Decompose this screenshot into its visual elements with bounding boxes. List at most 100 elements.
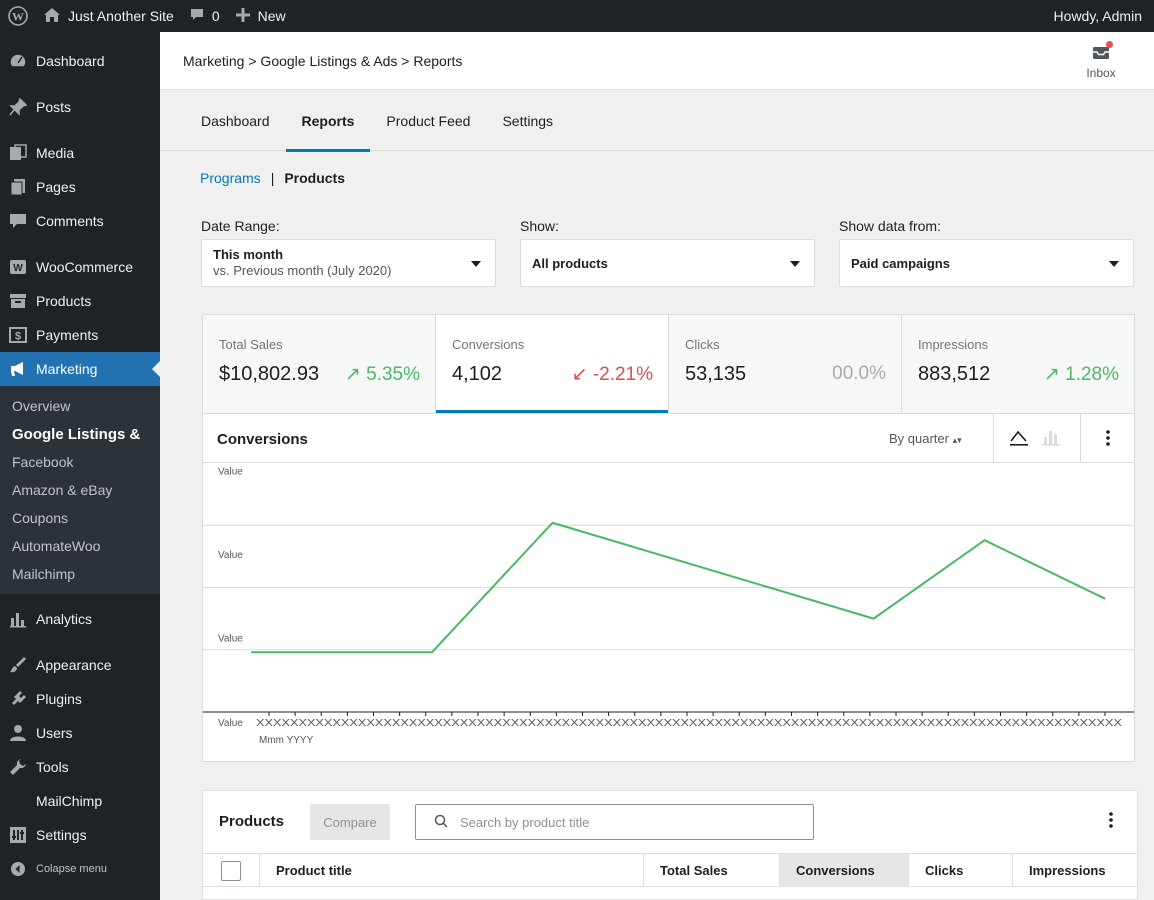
sidebar-item-media[interactable]: Media xyxy=(0,136,160,170)
metric-value: 883,512 xyxy=(918,363,991,385)
comment-bubble-icon xyxy=(190,8,204,25)
wordpress-logo-icon[interactable]: W xyxy=(0,0,36,32)
megaphone-icon xyxy=(8,359,28,379)
sidebar-item-users[interactable]: Users xyxy=(0,716,160,750)
more-options-icon[interactable] xyxy=(1097,427,1119,449)
arrow-down-left-icon: ↙ xyxy=(571,364,588,385)
chart-header: Conversions By quarter ▴▾ xyxy=(203,414,1134,463)
report-subnav: Programs | Products xyxy=(200,170,345,186)
woocommerce-icon: W xyxy=(8,257,28,277)
line-chart-icon[interactable] xyxy=(1008,427,1030,449)
x-sublabel: Mmm YYYY xyxy=(259,735,314,746)
conversions-series-line xyxy=(251,521,1106,654)
tab-product-feed[interactable]: Product Feed xyxy=(386,112,471,129)
svg-text:W: W xyxy=(12,10,24,24)
compare-button[interactable]: Compare xyxy=(310,804,390,840)
summary-impressions[interactable]: Impressions 883,512 ↗ 1.28% xyxy=(902,315,1134,413)
page-header: Marketing > Google Listings & Ads > Repo… xyxy=(160,32,1154,90)
plus-icon xyxy=(235,7,250,25)
metric-delta: ↗ 5.35% xyxy=(344,364,420,385)
select-all-cell xyxy=(203,854,260,887)
sidebar-item-woocommerce[interactable]: W WooCommerce xyxy=(0,250,160,284)
comments-icon xyxy=(8,211,28,231)
more-options-icon[interactable] xyxy=(1109,811,1113,834)
collapse-menu-button[interactable]: Colapse menu xyxy=(0,852,160,886)
sidebar-item-label: Analytics xyxy=(36,611,93,627)
sidebar-item-mailchimp[interactable]: MailChimp xyxy=(0,784,160,818)
search-icon xyxy=(434,814,448,831)
column-header-impressions[interactable]: Impressions xyxy=(1029,863,1106,878)
data-source-dropdown[interactable]: Paid campaigns xyxy=(839,239,1134,287)
bar-chart-icon[interactable] xyxy=(1040,427,1062,449)
sidebar-item-analytics[interactable]: Analytics xyxy=(0,602,160,636)
product-search-input[interactable]: Search by product title xyxy=(415,804,814,840)
sidebar-item-label: Payments xyxy=(36,327,99,343)
inbox-button[interactable]: Inbox xyxy=(1076,41,1126,80)
submenu-item-overview[interactable]: Overview xyxy=(12,398,71,414)
tab-settings[interactable]: Settings xyxy=(502,112,554,129)
divider xyxy=(993,414,994,463)
admin-sidebar: Dashboard Posts Media Pages Comments W W… xyxy=(0,32,160,900)
date-range-compare: vs. Previous month (July 2020) xyxy=(213,263,392,278)
table-title: Products xyxy=(219,813,285,830)
site-name: Just Another Site xyxy=(68,8,174,24)
summary-conversions[interactable]: Conversions 4,102 ↙ -2.21% xyxy=(436,315,669,413)
column-header-total-sales[interactable]: Total Sales xyxy=(644,854,780,887)
search-placeholder: Search by product title xyxy=(460,814,590,830)
sidebar-item-tools[interactable]: Tools xyxy=(0,750,160,784)
new-content-link[interactable]: New xyxy=(228,0,294,32)
sidebar-item-dashboard[interactable]: Dashboard xyxy=(0,44,160,78)
chevron-down-icon xyxy=(471,261,481,267)
date-range-label: Date Range: xyxy=(201,218,280,234)
sidebar-item-products[interactable]: Products xyxy=(0,284,160,318)
interval-select[interactable]: By quarter ▴▾ xyxy=(889,431,962,446)
arrow-up-right-icon: ↗ xyxy=(344,364,361,385)
sidebar-item-plugins[interactable]: Plugins xyxy=(0,682,160,716)
sidebar-item-comments[interactable]: Comments xyxy=(0,204,160,238)
comments-link[interactable]: 0 xyxy=(182,0,228,32)
metric-value: $10,802.93 xyxy=(219,363,320,385)
sidebar-item-settings[interactable]: Settings xyxy=(0,818,160,852)
y-tick-label: Value xyxy=(218,718,243,729)
submenu-item-mailchimp[interactable]: Mailchimp xyxy=(12,566,76,582)
conversions-line-chart: Value Value Value Value XXXXXXXXXXXXXXXXXXXX… xyxy=(203,466,1134,746)
select-all-checkbox[interactable] xyxy=(221,860,241,881)
date-range-dropdown[interactable]: This month vs. Previous month (July 2020… xyxy=(201,239,496,287)
metric-label: Conversions xyxy=(452,337,525,352)
submenu-item-coupons[interactable]: Coupons xyxy=(12,510,69,526)
submenu-item-automatewoo[interactable]: AutomateWoo xyxy=(12,538,101,554)
summary-numbers: Total Sales $10,802.93 ↗ 5.35% Conversio… xyxy=(202,314,1135,414)
metric-label: Clicks xyxy=(685,337,720,352)
sidebar-item-label: Media xyxy=(36,145,75,161)
media-icon xyxy=(8,143,28,163)
payments-icon: $ xyxy=(8,325,28,345)
column-header-conversions[interactable]: Conversions xyxy=(780,854,909,887)
sidebar-item-label: Products xyxy=(36,293,92,309)
new-label: New xyxy=(257,8,286,24)
settings-icon xyxy=(8,825,28,845)
site-name-link[interactable]: Just Another Site xyxy=(36,0,182,32)
tab-dashboard[interactable]: Dashboard xyxy=(201,112,270,129)
sidebar-item-payments[interactable]: $ Payments xyxy=(0,318,160,352)
submenu-item-google-listings[interactable]: Google Listings & xyxy=(12,425,141,443)
sidebar-item-marketing[interactable]: Marketing xyxy=(0,352,160,386)
submenu-item-amazon-ebay[interactable]: Amazon & eBay xyxy=(12,482,113,498)
divider xyxy=(1080,414,1081,463)
programs-link[interactable]: Programs xyxy=(200,170,261,186)
submenu-item-facebook[interactable]: Facebook xyxy=(12,454,74,470)
sidebar-item-appearance[interactable]: Appearance xyxy=(0,648,160,682)
sidebar-item-pages[interactable]: Pages xyxy=(0,170,160,204)
summary-total-sales[interactable]: Total Sales $10,802.93 ↗ 5.35% xyxy=(203,315,436,413)
column-header-clicks[interactable]: Clicks xyxy=(909,854,1013,887)
y-tick-label: Value xyxy=(218,633,243,644)
greeting: Howdy, Admin xyxy=(1053,8,1142,24)
metric-label: Total Sales xyxy=(219,337,283,352)
column-header-product-title[interactable]: Product title xyxy=(260,854,644,887)
y-tick-label: Value xyxy=(218,550,243,561)
show-dropdown[interactable]: All products xyxy=(520,239,815,287)
sidebar-item-posts[interactable]: Posts xyxy=(0,90,160,124)
users-icon xyxy=(8,723,28,743)
account-menu[interactable]: Howdy, Admin xyxy=(1046,0,1154,32)
summary-clicks[interactable]: Clicks 53,135 00.0% xyxy=(669,315,902,413)
tab-reports[interactable]: Reports xyxy=(285,90,371,152)
